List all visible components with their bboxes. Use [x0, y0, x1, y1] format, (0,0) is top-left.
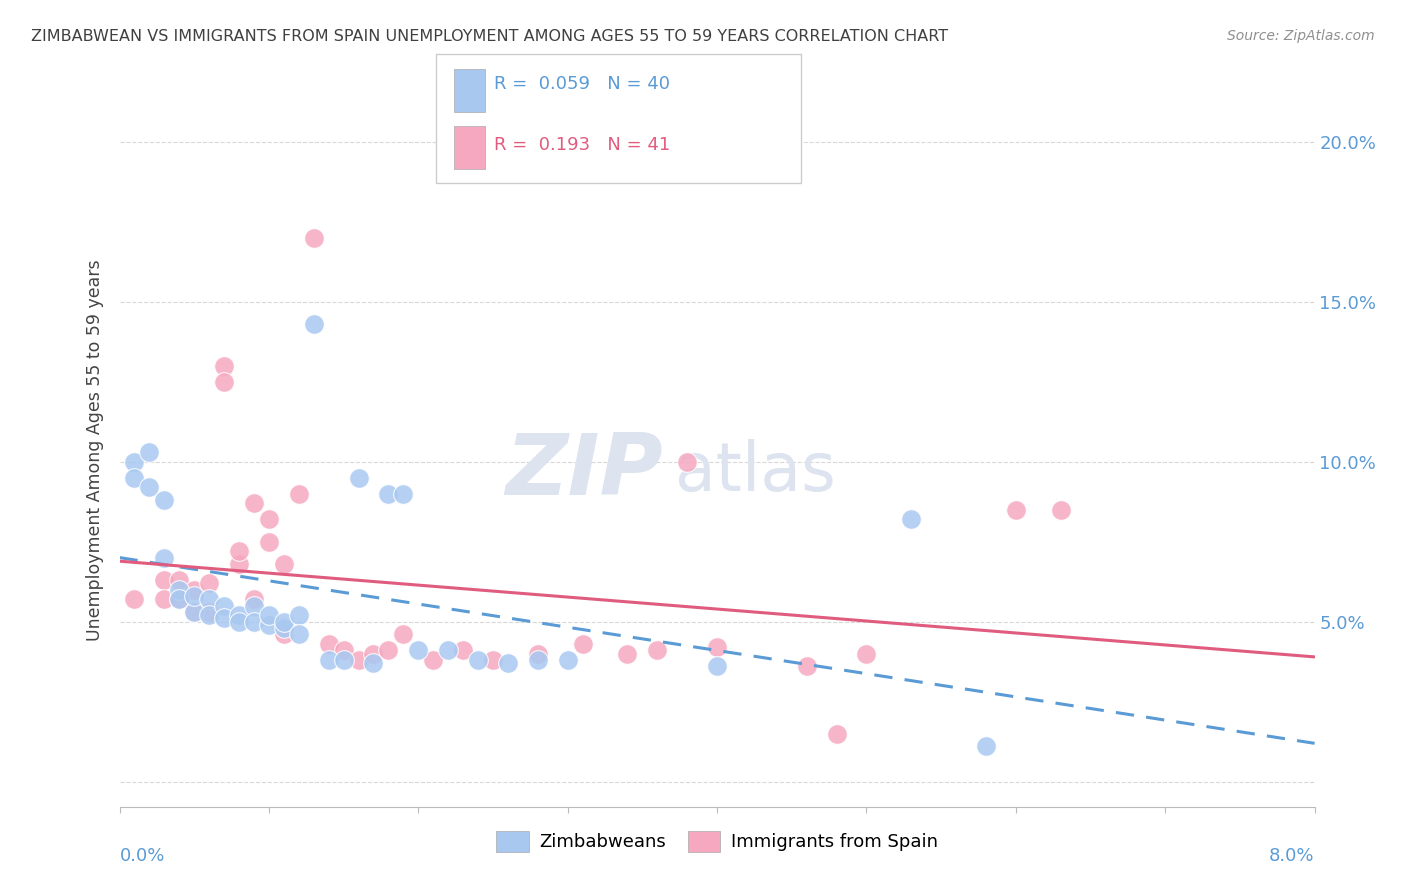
- Text: R =  0.059   N = 40: R = 0.059 N = 40: [494, 76, 669, 94]
- Point: [212, 375, 235, 389]
- Point: [855, 647, 877, 661]
- Point: [571, 637, 593, 651]
- Point: [676, 455, 699, 469]
- Point: [347, 653, 370, 667]
- Point: [273, 621, 295, 635]
- Point: [183, 605, 205, 619]
- Point: [273, 627, 295, 641]
- Point: [138, 445, 160, 459]
- Point: [169, 582, 191, 597]
- Point: [124, 592, 146, 607]
- Point: [527, 647, 550, 661]
- Point: [228, 608, 250, 623]
- Text: ZIMBABWEAN VS IMMIGRANTS FROM SPAIN UNEMPLOYMENT AMONG AGES 55 TO 59 YEARS CORRE: ZIMBABWEAN VS IMMIGRANTS FROM SPAIN UNEM…: [31, 29, 948, 44]
- Point: [273, 557, 295, 571]
- Point: [138, 480, 160, 494]
- Text: R =  0.193   N = 41: R = 0.193 N = 41: [494, 136, 669, 153]
- Point: [422, 653, 444, 667]
- Point: [825, 726, 848, 740]
- Point: [332, 643, 354, 657]
- Text: 0.0%: 0.0%: [120, 847, 165, 864]
- Point: [153, 550, 176, 565]
- Point: [647, 643, 669, 657]
- Point: [363, 647, 385, 661]
- Point: [257, 512, 280, 526]
- Point: [302, 230, 325, 244]
- Point: [153, 573, 176, 587]
- Point: [257, 534, 280, 549]
- Point: [451, 643, 474, 657]
- Point: [900, 512, 922, 526]
- Point: [408, 643, 430, 657]
- Text: ZIP: ZIP: [506, 430, 664, 514]
- Point: [288, 486, 311, 500]
- Point: [257, 618, 280, 632]
- Y-axis label: Unemployment Among Ages 55 to 59 years: Unemployment Among Ages 55 to 59 years: [86, 260, 104, 641]
- Point: [706, 640, 728, 655]
- Point: [467, 653, 489, 667]
- Point: [124, 455, 146, 469]
- Point: [974, 739, 997, 754]
- Point: [228, 615, 250, 629]
- Legend: Zimbabweans, Immigrants from Spain: Zimbabweans, Immigrants from Spain: [489, 823, 945, 859]
- Text: Source: ZipAtlas.com: Source: ZipAtlas.com: [1227, 29, 1375, 43]
- Point: [332, 653, 354, 667]
- Point: [527, 653, 550, 667]
- Point: [288, 627, 311, 641]
- Point: [183, 589, 205, 603]
- Point: [347, 470, 370, 484]
- Point: [257, 608, 280, 623]
- Point: [169, 592, 191, 607]
- Point: [169, 573, 191, 587]
- Point: [212, 611, 235, 625]
- Point: [198, 576, 221, 591]
- Point: [243, 496, 266, 510]
- Point: [363, 657, 385, 671]
- Point: [183, 582, 205, 597]
- Point: [124, 470, 146, 484]
- Point: [212, 599, 235, 613]
- Point: [243, 599, 266, 613]
- Point: [796, 659, 818, 673]
- Point: [288, 608, 311, 623]
- Point: [243, 615, 266, 629]
- Point: [318, 637, 340, 651]
- Point: [153, 592, 176, 607]
- Point: [557, 653, 579, 667]
- Point: [616, 647, 638, 661]
- Point: [198, 605, 221, 619]
- Point: [198, 592, 221, 607]
- Point: [377, 643, 399, 657]
- Point: [169, 592, 191, 607]
- Point: [228, 544, 250, 558]
- Point: [496, 657, 519, 671]
- Point: [392, 627, 415, 641]
- Point: [212, 359, 235, 373]
- Point: [482, 653, 505, 667]
- Point: [153, 493, 176, 508]
- Point: [392, 486, 415, 500]
- Point: [273, 615, 295, 629]
- Point: [1049, 502, 1071, 516]
- Point: [243, 592, 266, 607]
- Point: [437, 643, 460, 657]
- Point: [377, 486, 399, 500]
- Point: [183, 605, 205, 619]
- Point: [318, 653, 340, 667]
- Point: [1004, 502, 1026, 516]
- Text: 8.0%: 8.0%: [1270, 847, 1315, 864]
- Point: [198, 608, 221, 623]
- Point: [302, 317, 325, 331]
- Text: atlas: atlas: [675, 439, 837, 505]
- Point: [706, 659, 728, 673]
- Point: [228, 557, 250, 571]
